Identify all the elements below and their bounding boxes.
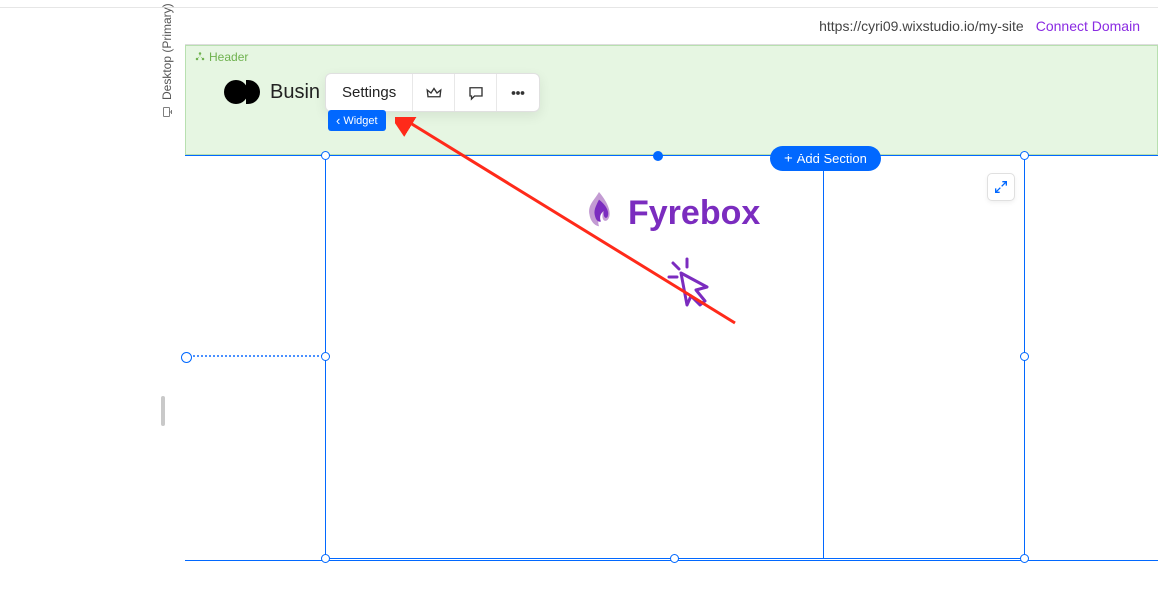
resize-handle-tl[interactable] <box>321 151 330 160</box>
url-bar: https://cyri09.wixstudio.io/my-site Conn… <box>185 8 1158 44</box>
site-url: https://cyri09.wixstudio.io/my-site <box>819 18 1024 34</box>
comment-icon <box>467 84 485 102</box>
left-guide <box>186 355 326 357</box>
resize-handle-ml[interactable] <box>321 352 330 361</box>
widget-badge[interactable]: Widget <box>328 110 386 131</box>
more-button[interactable] <box>497 74 539 111</box>
header-tag-label: Header <box>209 50 248 64</box>
business-name: Busin <box>270 81 320 104</box>
more-icon <box>509 84 527 102</box>
connect-domain-link[interactable]: Connect Domain <box>1036 18 1140 34</box>
resize-handle-tr[interactable] <box>1020 151 1029 160</box>
flame-icon <box>580 190 618 237</box>
page-area: Header Busin Settings W <box>185 44 1158 614</box>
viewport-label: Desktop (Primary) <box>160 3 174 118</box>
resize-handle-mr[interactable] <box>1020 352 1029 361</box>
resize-handle-bl[interactable] <box>321 554 330 563</box>
header-section-tag: Header <box>194 50 248 64</box>
canvas: https://cyri09.wixstudio.io/my-site Conn… <box>185 8 1158 614</box>
resize-handle-mb[interactable] <box>670 554 679 563</box>
resize-handle-br[interactable] <box>1020 554 1029 563</box>
widget-badge-label: Widget <box>343 115 377 127</box>
comment-button[interactable] <box>455 74 497 111</box>
element-toolbar: Settings <box>325 73 540 112</box>
viewport-label-text: Desktop (Primary) <box>160 3 174 100</box>
site-logo <box>224 80 260 104</box>
header-content: Busin <box>224 80 320 104</box>
fyrebox-logo: Fyrebox <box>580 190 760 237</box>
settings-button-label: Settings <box>342 84 396 101</box>
crown-button[interactable] <box>413 74 455 111</box>
scrollbar-thumb[interactable] <box>161 396 165 426</box>
expand-button[interactable] <box>987 173 1015 201</box>
expand-icon <box>993 179 1009 195</box>
settings-button[interactable]: Settings <box>326 74 413 111</box>
click-cursor-icon <box>663 255 713 316</box>
left-panel: Desktop (Primary) <box>0 8 185 614</box>
crown-icon <box>425 84 443 102</box>
fyrebox-brand-text: Fyrebox <box>628 194 760 233</box>
